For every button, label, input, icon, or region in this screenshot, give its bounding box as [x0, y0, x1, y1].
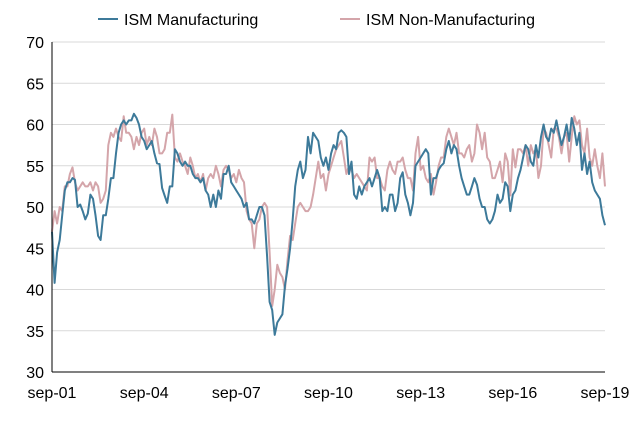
- y-tick-label: 55: [26, 159, 44, 176]
- y-tick-label: 35: [26, 324, 44, 341]
- legend-label: ISM Non-Manufacturing: [366, 12, 535, 29]
- y-tick-label: 45: [26, 241, 44, 258]
- x-tick-label: sep-16: [488, 385, 537, 402]
- x-tick-label: sep-10: [304, 385, 353, 402]
- series-lines: [51, 112, 606, 336]
- x-tick-label: sep-19: [581, 385, 630, 402]
- y-tick-label: 60: [26, 118, 44, 135]
- y-tick-label: 30: [26, 365, 44, 382]
- x-tick-label: sep-13: [396, 385, 445, 402]
- legend: ISM Manufacturing ISM Non-Manufacturing: [98, 12, 535, 29]
- y-tick-label: 65: [26, 76, 44, 93]
- x-tick-label: sep-01: [28, 385, 77, 402]
- series-line-ism-non-manufacturing: [51, 113, 606, 307]
- y-tick-label: 70: [26, 35, 44, 52]
- y-tick-label: 50: [26, 200, 44, 217]
- x-tick-label: sep-04: [120, 385, 169, 402]
- y-tick-label: 40: [26, 283, 44, 300]
- x-axis-tick-labels: sep-01 sep-04 sep-07 sep-10 sep-13 sep-16 sep-…: [28, 385, 630, 402]
- legend-label: ISM Manufacturing: [124, 12, 258, 29]
- x-tick-label: sep-07: [212, 385, 261, 402]
- series-line-ism-manufacturing: [51, 112, 606, 336]
- y-axis-tick-labels: 30 35 40 45 50 55 60 65 70: [26, 35, 44, 382]
- gridlines: [52, 41, 605, 332]
